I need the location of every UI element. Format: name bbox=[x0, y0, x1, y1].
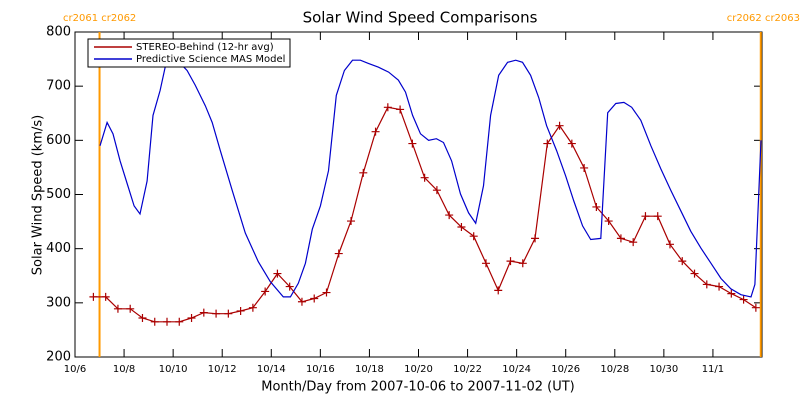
x-tick-label: 11/1 bbox=[702, 364, 724, 375]
data-point bbox=[175, 317, 184, 326]
y-tick-label: 200 bbox=[46, 350, 71, 365]
chart-title: Solar Wind Speed Comparisons bbox=[303, 9, 538, 27]
x-tick-label: 10/10 bbox=[159, 364, 188, 375]
data-point bbox=[457, 223, 466, 231]
data-point bbox=[273, 269, 282, 278]
x-tick-label: 10/8 bbox=[113, 364, 135, 375]
y-tick-label: 600 bbox=[46, 133, 71, 148]
data-point bbox=[261, 287, 270, 296]
data-point bbox=[616, 234, 625, 243]
data-point bbox=[715, 282, 724, 291]
data-point bbox=[506, 257, 515, 266]
data-point bbox=[543, 139, 552, 148]
data-point bbox=[690, 269, 699, 278]
data-point bbox=[285, 282, 294, 291]
series-line bbox=[99, 59, 762, 298]
data-point bbox=[739, 295, 748, 304]
data-point bbox=[408, 139, 417, 148]
data-point bbox=[531, 234, 540, 243]
x-tick-label: 10/20 bbox=[404, 364, 433, 375]
x-tick-label: 10/24 bbox=[502, 364, 531, 375]
y-axis-label: Solar Wind Speed (km/s) bbox=[31, 115, 46, 275]
data-point bbox=[653, 212, 662, 221]
data-point bbox=[494, 286, 503, 295]
data-point bbox=[678, 257, 687, 266]
data-point bbox=[445, 211, 454, 220]
data-point bbox=[297, 297, 306, 306]
data-point bbox=[347, 217, 356, 226]
x-tick-label: 10/16 bbox=[306, 364, 335, 375]
x-tick-label: 10/26 bbox=[551, 364, 580, 375]
data-point bbox=[641, 212, 650, 221]
x-axis-label: Month/Day from 2007-10-06 to 2007-11-02 … bbox=[261, 380, 574, 395]
data-point bbox=[163, 317, 172, 326]
data-point bbox=[665, 240, 674, 249]
data-point bbox=[101, 292, 110, 301]
data-point bbox=[702, 280, 711, 289]
data-point bbox=[187, 314, 196, 322]
data-point bbox=[359, 168, 368, 177]
data-point bbox=[126, 304, 135, 313]
x-tick-label: 10/22 bbox=[453, 364, 482, 375]
carrington-label: cr2062 cr2063 bbox=[727, 13, 800, 24]
x-tick-label: 10/18 bbox=[355, 364, 384, 375]
y-tick-label: 300 bbox=[46, 295, 71, 310]
y-tick-label: 400 bbox=[46, 241, 71, 256]
x-tick-label: 10/14 bbox=[257, 364, 286, 375]
x-tick-label: 10/30 bbox=[649, 364, 678, 375]
data-point bbox=[310, 294, 319, 303]
y-tick-label: 500 bbox=[46, 187, 71, 202]
x-tick-label: 10/6 bbox=[64, 364, 86, 375]
data-point bbox=[224, 309, 233, 318]
carrington-label: cr2061 cr2062 bbox=[63, 13, 136, 24]
data-point bbox=[629, 238, 638, 247]
data-point bbox=[604, 217, 613, 226]
data-point bbox=[334, 249, 343, 258]
data-point bbox=[113, 304, 122, 313]
data-point bbox=[248, 303, 257, 312]
data-point bbox=[555, 121, 564, 130]
data-point bbox=[727, 289, 736, 298]
data-point bbox=[199, 308, 208, 317]
data-point bbox=[371, 127, 380, 136]
data-point bbox=[396, 105, 405, 114]
x-tick-label: 10/12 bbox=[208, 364, 237, 375]
data-point bbox=[518, 259, 527, 268]
y-tick-label: 800 bbox=[46, 25, 71, 40]
y-tick-label: 700 bbox=[46, 79, 71, 94]
data-point bbox=[236, 306, 245, 315]
data-point bbox=[567, 139, 576, 148]
x-tick-label: 10/28 bbox=[600, 364, 629, 375]
data-point bbox=[383, 103, 392, 112]
data-point bbox=[469, 232, 478, 241]
legend-box bbox=[87, 38, 291, 68]
data-point bbox=[751, 303, 760, 312]
data-point bbox=[420, 173, 429, 182]
data-point bbox=[89, 292, 98, 301]
data-point bbox=[481, 259, 490, 268]
data-point bbox=[150, 317, 159, 326]
data-point bbox=[212, 309, 221, 318]
data-point bbox=[322, 288, 331, 297]
data-point bbox=[592, 202, 601, 211]
data-point bbox=[432, 186, 441, 195]
data-point bbox=[580, 163, 589, 172]
legend-label: Predictive Science MAS Model bbox=[136, 54, 285, 65]
legend-label: STEREO-Behind (12-hr avg) bbox=[136, 42, 274, 53]
data-point bbox=[138, 314, 147, 322]
